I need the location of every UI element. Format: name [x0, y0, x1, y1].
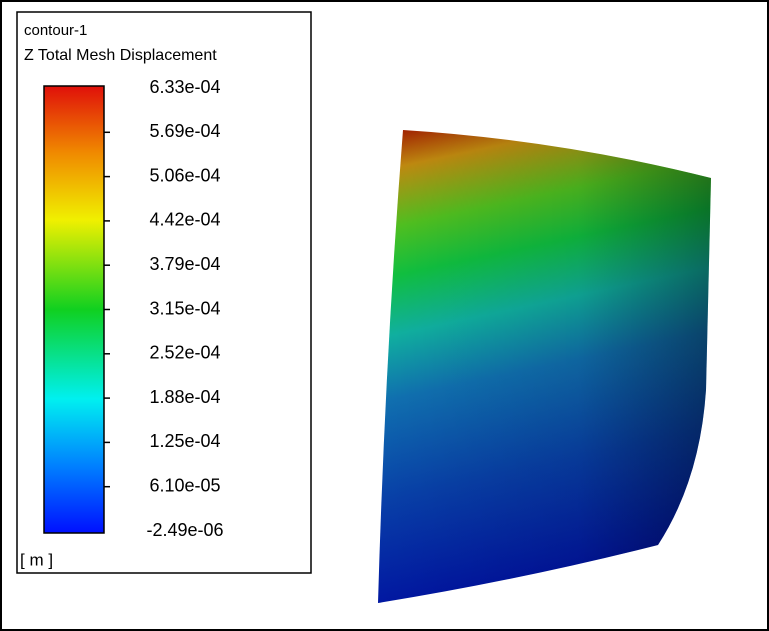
legend-title: contour-1 — [24, 22, 87, 39]
unit-label: [ m ] — [20, 550, 53, 569]
level-label: 5.69e-04 — [149, 121, 220, 141]
level-label: 1.25e-04 — [149, 431, 220, 451]
level-label: 2.52e-04 — [149, 343, 220, 363]
level-label: -2.49e-06 — [146, 520, 223, 540]
level-label: 6.10e-05 — [149, 475, 220, 495]
level-label: 4.42e-04 — [149, 210, 220, 230]
level-label: 3.15e-04 — [149, 298, 220, 318]
level-label: 6.33e-04 — [149, 77, 220, 97]
color-bar — [43, 85, 105, 534]
surface-shading — [378, 130, 711, 603]
level-label: 1.88e-04 — [149, 387, 220, 407]
legend-subtitle: Z Total Mesh Displacement — [24, 47, 217, 64]
level-labels: 6.33e-04 5.69e-04 5.06e-04 4.42e-04 3.79e-04… — [104, 77, 224, 540]
level-label: 3.79e-04 — [149, 254, 220, 274]
level-label: 5.06e-04 — [149, 165, 220, 185]
